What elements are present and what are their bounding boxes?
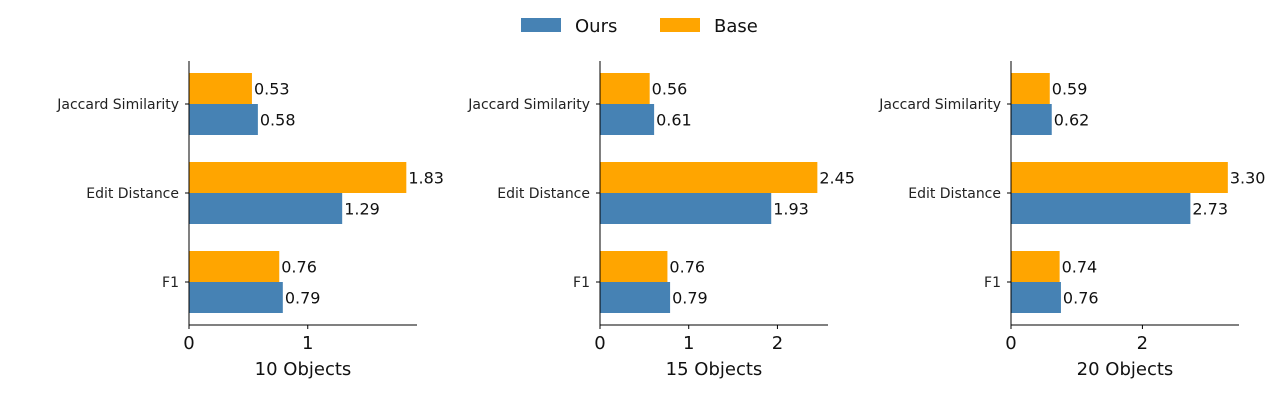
x-tick-label: 1 — [302, 333, 313, 354]
x-tick-label: 1 — [683, 333, 694, 354]
x-tick-label: 2 — [1137, 333, 1148, 354]
legend: Ours Base — [521, 16, 758, 37]
category-label: F1 — [573, 275, 590, 291]
data-label-ours: 1.29 — [344, 200, 380, 219]
legend-label-ours: Ours — [575, 16, 617, 37]
bar-ours — [600, 193, 772, 224]
data-label-ours: 0.76 — [1063, 289, 1099, 308]
data-label-base: 1.83 — [408, 169, 444, 188]
x-tick-label: 0 — [1005, 333, 1016, 354]
bar-base — [189, 73, 252, 104]
bar-ours — [600, 282, 671, 313]
category-label: Jaccard Similarity — [56, 97, 179, 113]
bar-ours — [1011, 282, 1061, 313]
data-label-base: 3.30 — [1230, 169, 1266, 188]
data-label-ours: 1.93 — [773, 200, 809, 219]
legend-swatch-ours — [521, 18, 561, 32]
panel-3: 0.59 0.62 Jaccard Similarity 3.302.73 Edit D… — [878, 61, 1265, 380]
panel-2: 0.56 0.61 Jaccard Similarity 2.45 1.93 Edit D… — [467, 61, 855, 380]
x-tick-label: 0 — [183, 333, 194, 354]
x-axis-title: 15 Objects — [666, 359, 763, 380]
data-label-ours: 0.61 — [656, 111, 692, 130]
category-label: Edit Distance — [86, 186, 179, 202]
data-label-base: 0.59 — [1052, 80, 1088, 99]
x-axis-title: 10 Objects — [255, 359, 352, 380]
bar-ours — [1011, 104, 1052, 135]
bar-base — [600, 73, 650, 104]
bar-base — [600, 251, 668, 282]
category-label: Jaccard Similarity — [467, 97, 590, 113]
data-label-base: 0.76 — [281, 258, 317, 277]
data-label-ours: 0.58 — [260, 111, 296, 130]
category-label: F1 — [984, 275, 1001, 291]
data-label-base: 0.74 — [1062, 258, 1098, 277]
data-label-base: 0.56 — [652, 80, 688, 99]
data-label-base: 2.45 — [819, 169, 855, 188]
bar-ours — [189, 193, 343, 224]
bar-base — [1011, 251, 1060, 282]
x-tick-label: 0 — [594, 333, 605, 354]
x-axis-title: 20 Objects — [1077, 359, 1174, 380]
bar-base — [1011, 73, 1050, 104]
bar-base — [1011, 162, 1228, 193]
bar-base — [189, 162, 407, 193]
data-label-base: 0.76 — [669, 258, 705, 277]
data-label-ours: 0.79 — [672, 289, 708, 308]
category-label: Jaccard Similarity — [878, 97, 1001, 113]
bar-base — [600, 162, 818, 193]
bar-base — [189, 251, 280, 282]
legend-label-base: Base — [714, 16, 758, 37]
legend-swatch-base — [660, 18, 700, 32]
data-label-base: 0.53 — [254, 80, 290, 99]
data-label-ours: 2.73 — [1192, 200, 1228, 219]
bar-ours — [189, 104, 258, 135]
bar-ours — [189, 282, 283, 313]
category-label: F1 — [162, 275, 179, 291]
bar-ours — [600, 104, 655, 135]
panel-1: 0.53 0.58 Jaccard Similarity 1.83 1.29 Edit D… — [56, 61, 444, 380]
data-label-ours: 0.79 — [285, 289, 321, 308]
bar-ours — [1011, 193, 1191, 224]
category-label: Edit Distance — [908, 186, 1001, 202]
data-label-ours: 0.62 — [1054, 111, 1090, 130]
x-tick-label: 2 — [772, 333, 783, 354]
category-label: Edit Distance — [497, 186, 590, 202]
